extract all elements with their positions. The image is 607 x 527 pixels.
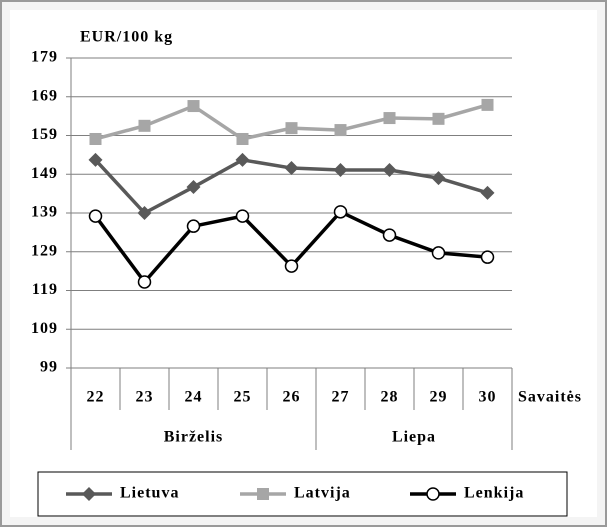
x-tick-label: 29 (430, 389, 448, 406)
marker (88, 152, 103, 167)
legend-label: Lenkija (464, 485, 524, 502)
x-axis-label: Savaitės (518, 389, 582, 406)
marker (431, 246, 446, 260)
marker (480, 185, 495, 200)
marker (382, 162, 397, 177)
x-tick-label: 24 (185, 389, 203, 406)
y-axis-label: EUR/100 kg (80, 29, 173, 46)
group-label: Liepa (392, 429, 436, 446)
marker (186, 219, 201, 233)
marker (333, 205, 348, 219)
y-tick-label: 99 (40, 359, 58, 376)
y-tick-label: 139 (31, 204, 58, 221)
legend-label: Latvija (294, 485, 351, 502)
x-tick-label: 25 (234, 389, 252, 406)
x-tick-label: 22 (87, 389, 105, 406)
marker (383, 112, 396, 125)
marker (481, 98, 494, 111)
y-tick-label: 149 (31, 165, 58, 182)
x-tick-label: 26 (283, 389, 301, 406)
marker (138, 119, 151, 132)
marker (334, 124, 347, 137)
y-tick-label: 119 (32, 281, 58, 298)
legend-box (37, 471, 568, 517)
x-tick-label: 23 (136, 389, 154, 406)
marker (432, 112, 445, 125)
marker (88, 209, 103, 223)
chart-area (10, 10, 597, 517)
legend-marker (426, 487, 440, 501)
marker (186, 180, 201, 195)
x-tick-label: 28 (381, 389, 399, 406)
y-tick-label: 179 (31, 49, 58, 66)
group-label: Birželis (164, 429, 224, 446)
marker (89, 132, 102, 145)
marker (333, 162, 348, 177)
marker (284, 259, 299, 273)
y-tick-label: 159 (31, 126, 58, 143)
marker (187, 100, 200, 113)
y-tick-label: 109 (31, 320, 58, 337)
legend-label: Lietuva (120, 485, 179, 502)
legend-marker (257, 488, 269, 500)
y-tick-label: 129 (31, 242, 58, 259)
y-tick-label: 169 (31, 87, 58, 104)
marker (480, 250, 495, 264)
marker (137, 206, 152, 220)
marker (382, 228, 397, 242)
marker (284, 161, 299, 176)
x-tick-label: 27 (332, 389, 350, 406)
marker (235, 152, 250, 167)
marker (285, 122, 298, 135)
marker (431, 171, 446, 186)
marker (137, 275, 152, 289)
marker (236, 132, 249, 145)
marker (235, 209, 250, 223)
x-tick-label: 30 (479, 389, 497, 406)
legend-marker (82, 487, 96, 501)
